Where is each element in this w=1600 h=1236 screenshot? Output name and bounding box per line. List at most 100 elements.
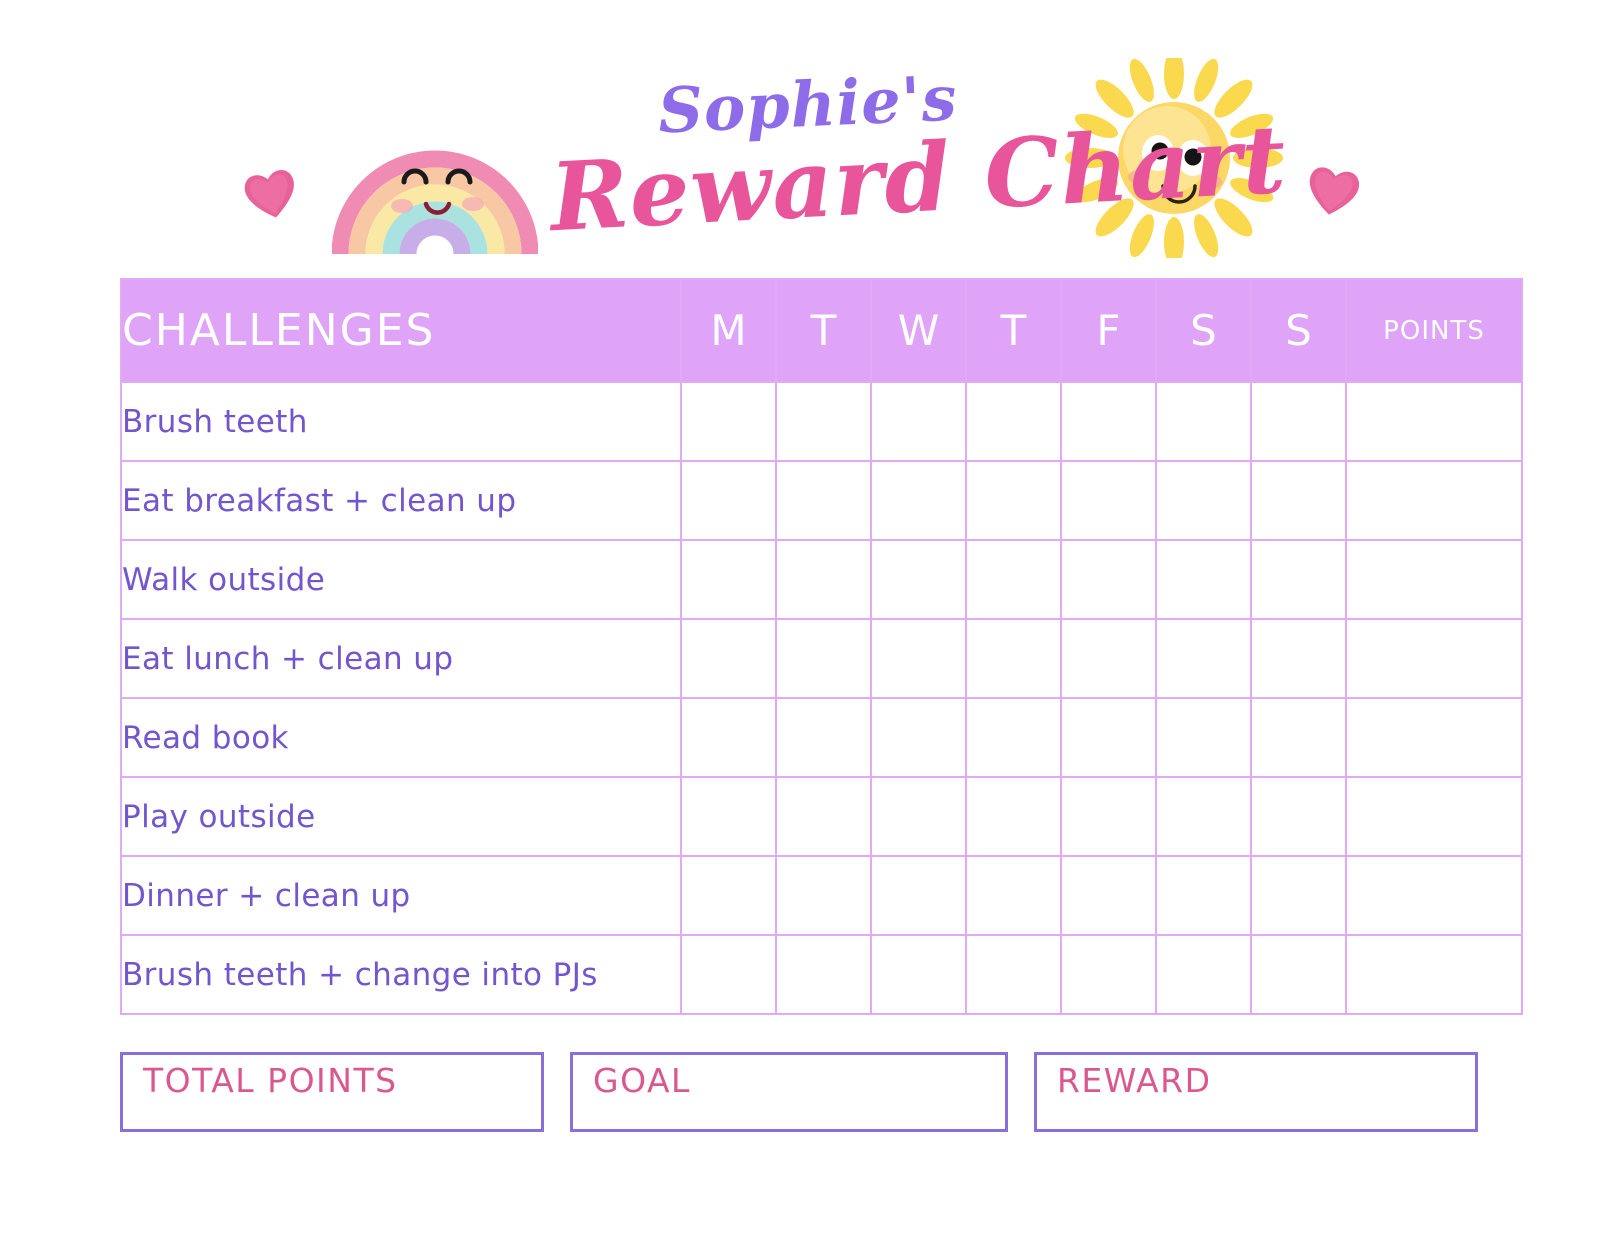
task-label: Walk outside (120, 539, 682, 620)
header-day-friday: F (1060, 278, 1157, 383)
check-cell-sat[interactable] (1155, 697, 1252, 778)
table-row: Brush teeth + change into PJs (120, 934, 1523, 1015)
points-cell[interactable] (1345, 855, 1523, 936)
check-cell-mon[interactable] (680, 618, 777, 699)
check-cell-fri[interactable] (1060, 776, 1157, 857)
task-label: Brush teeth (120, 381, 682, 462)
check-cell-sat[interactable] (1155, 776, 1252, 857)
task-label: Eat lunch + clean up (120, 618, 682, 699)
check-cell-wed[interactable] (870, 697, 967, 778)
points-cell[interactable] (1345, 618, 1523, 699)
reward-box[interactable]: REWARD (1034, 1052, 1478, 1132)
check-cell-wed[interactable] (870, 460, 967, 541)
check-cell-thu[interactable] (965, 776, 1062, 857)
check-cell-mon[interactable] (680, 776, 777, 857)
header-day-monday: M (680, 278, 777, 383)
check-cell-sat[interactable] (1155, 539, 1252, 620)
check-cell-sun[interactable] (1250, 855, 1347, 936)
heart-left-icon (238, 163, 304, 226)
check-cell-wed[interactable] (870, 934, 967, 1015)
header-challenges: CHALLENGES (120, 278, 682, 383)
check-cell-fri[interactable] (1060, 697, 1157, 778)
table-row: Brush teeth (120, 381, 1523, 462)
table-row: Play outside (120, 776, 1523, 857)
check-cell-mon[interactable] (680, 855, 777, 936)
check-cell-sun[interactable] (1250, 460, 1347, 541)
check-cell-tue[interactable] (775, 776, 872, 857)
header-day-wednesday: W (870, 278, 967, 383)
rainbow-icon (332, 108, 538, 258)
table-row: Dinner + clean up (120, 855, 1523, 936)
check-cell-fri[interactable] (1060, 539, 1157, 620)
total-points-box[interactable]: TOTAL POINTS (120, 1052, 544, 1132)
header-points: POINTS (1345, 278, 1523, 383)
check-cell-sat[interactable] (1155, 381, 1252, 462)
goal-box[interactable]: GOAL (570, 1052, 1008, 1132)
points-cell[interactable] (1345, 776, 1523, 857)
check-cell-thu[interactable] (965, 381, 1062, 462)
points-cell[interactable] (1345, 697, 1523, 778)
check-cell-sat[interactable] (1155, 460, 1252, 541)
table-body: Brush teeth Eat breakfast + clean up (120, 381, 1523, 1015)
reward-chart-table: CHALLENGES M T W T F S S POINTS Brush te… (120, 278, 1523, 1015)
check-cell-tue[interactable] (775, 460, 872, 541)
points-cell[interactable] (1345, 934, 1523, 1015)
check-cell-wed[interactable] (870, 539, 967, 620)
check-cell-thu[interactable] (965, 855, 1062, 936)
check-cell-sun[interactable] (1250, 539, 1347, 620)
check-cell-tue[interactable] (775, 697, 872, 778)
check-cell-tue[interactable] (775, 855, 872, 936)
check-cell-fri[interactable] (1060, 855, 1157, 936)
check-cell-sat[interactable] (1155, 618, 1252, 699)
table-header-row: CHALLENGES M T W T F S S POINTS (120, 278, 1523, 383)
check-cell-sat[interactable] (1155, 855, 1252, 936)
task-label: Play outside (120, 776, 682, 857)
check-cell-sun[interactable] (1250, 618, 1347, 699)
check-cell-sat[interactable] (1155, 934, 1252, 1015)
check-cell-thu[interactable] (965, 539, 1062, 620)
check-cell-tue[interactable] (775, 934, 872, 1015)
check-cell-fri[interactable] (1060, 381, 1157, 462)
table-row: Walk outside (120, 539, 1523, 620)
sun-icon (1063, 58, 1285, 258)
check-cell-thu[interactable] (965, 697, 1062, 778)
check-cell-thu[interactable] (965, 618, 1062, 699)
reward-chart-table-wrapper: CHALLENGES M T W T F S S POINTS Brush te… (120, 278, 1523, 1015)
check-cell-wed[interactable] (870, 618, 967, 699)
check-cell-mon[interactable] (680, 697, 777, 778)
check-cell-sun[interactable] (1250, 776, 1347, 857)
check-cell-wed[interactable] (870, 855, 967, 936)
table-header: CHALLENGES M T W T F S S POINTS (120, 278, 1523, 383)
check-cell-wed[interactable] (870, 381, 967, 462)
header-day-thursday: T (965, 278, 1062, 383)
table-row: Eat lunch + clean up (120, 618, 1523, 699)
points-cell[interactable] (1345, 539, 1523, 620)
check-cell-fri[interactable] (1060, 618, 1157, 699)
task-label: Read book (120, 697, 682, 778)
check-cell-tue[interactable] (775, 381, 872, 462)
footer-boxes: TOTAL POINTS GOAL REWARD (120, 1052, 1478, 1132)
points-cell[interactable] (1345, 381, 1523, 462)
decoration-strip (0, 0, 1600, 278)
task-label: Brush teeth + change into PJs (120, 934, 682, 1015)
task-label: Eat breakfast + clean up (120, 460, 682, 541)
check-cell-thu[interactable] (965, 460, 1062, 541)
total-points-label: TOTAL POINTS (143, 1061, 398, 1100)
check-cell-mon[interactable] (680, 934, 777, 1015)
check-cell-mon[interactable] (680, 539, 777, 620)
check-cell-sun[interactable] (1250, 934, 1347, 1015)
check-cell-tue[interactable] (775, 539, 872, 620)
check-cell-tue[interactable] (775, 618, 872, 699)
check-cell-wed[interactable] (870, 776, 967, 857)
check-cell-sun[interactable] (1250, 381, 1347, 462)
check-cell-fri[interactable] (1060, 934, 1157, 1015)
table-row: Eat breakfast + clean up (120, 460, 1523, 541)
goal-label: GOAL (593, 1061, 691, 1100)
check-cell-mon[interactable] (680, 381, 777, 462)
check-cell-thu[interactable] (965, 934, 1062, 1015)
check-cell-mon[interactable] (680, 460, 777, 541)
check-cell-sun[interactable] (1250, 697, 1347, 778)
header-day-sunday: S (1250, 278, 1347, 383)
check-cell-fri[interactable] (1060, 460, 1157, 541)
points-cell[interactable] (1345, 460, 1523, 541)
